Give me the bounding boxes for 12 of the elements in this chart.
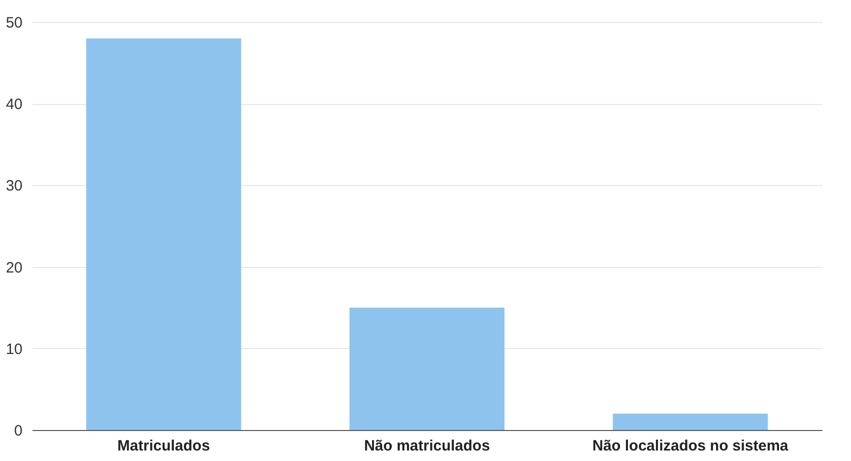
bar bbox=[350, 308, 504, 430]
y-tick-label: 10 bbox=[6, 340, 22, 358]
y-tick-label: 50 bbox=[6, 14, 22, 32]
bar bbox=[86, 38, 242, 430]
y-tick-label: 30 bbox=[6, 178, 22, 195]
y-tick-label: 40 bbox=[6, 96, 22, 114]
y-tick-label: 20 bbox=[6, 259, 22, 276]
bar bbox=[612, 414, 768, 430]
x-tick-label: Matriculados bbox=[117, 438, 210, 454]
y-tick-label: 0 bbox=[14, 422, 22, 440]
x-tick-label: Não localizados no sistema bbox=[592, 438, 789, 454]
x-tick-label: Não matriculados bbox=[364, 438, 490, 454]
